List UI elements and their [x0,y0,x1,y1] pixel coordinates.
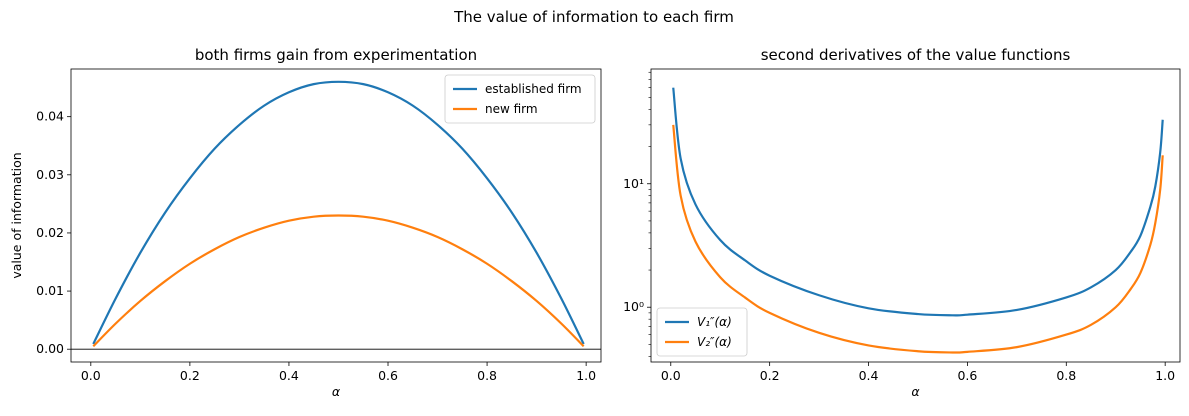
right-chart-ytick-label: 10⁰ [623,299,644,314]
right-chart-title: second derivatives of the value function… [761,46,1071,64]
right-chart-xtick-label: 0.4 [859,368,879,383]
left-chart-xtick-label: 1.0 [576,368,596,383]
left-chart-xtick-label: 0.0 [81,368,101,383]
left-chart-legend-label-2: new firm [485,102,538,116]
left-chart-ytick-label: 0.04 [36,109,64,124]
right-chart-series-line-1 [672,87,1164,317]
left-chart-axes-frame [70,68,602,363]
left-chart-legend-label-1: established firm [485,82,582,96]
left-chart-title: both firms gain from experimentation [195,46,477,64]
right-chart-xtick-label: 0.8 [1056,368,1076,383]
right-chart-axes-frame [650,68,1181,363]
right-chart-xtick-label: 0.6 [957,368,977,383]
right-chart-second-derivatives: second derivatives of the value function… [623,46,1181,399]
left-chart-ytick-label: 0.02 [36,225,64,240]
left-chart-ytick-label: 0.00 [36,341,64,356]
left-chart-xtick-label: 0.2 [180,368,200,383]
right-chart-legend: V₁″(α) V₂″(α) [656,307,748,357]
left-chart-legend-box [444,74,596,124]
right-chart-series-line-2 [672,124,1164,354]
left-chart-xtick-label: 0.6 [378,368,398,383]
left-chart-xtick-label: 0.4 [279,368,299,383]
figure-suptitle: The value of information to each firm [453,8,734,26]
right-chart-legend-label-1: V₁″(α) [697,315,732,329]
right-chart-xlabel: α [911,384,920,399]
right-chart-xtick-label: 0.0 [661,368,681,383]
right-chart-legend-box [656,307,748,357]
left-chart-legend: established firm new firm [444,74,596,124]
right-chart-ytick-label: 10¹ [623,176,644,191]
left-chart-series-line-2 [92,214,585,348]
left-chart-ytick-label: 0.03 [36,167,64,182]
left-chart-ylabel: value of information [9,152,24,278]
left-chart-series-line-1 [92,80,585,345]
left-chart-xlabel: α [332,384,341,399]
left-chart-ytick-label: 0.01 [36,283,64,298]
left-chart-xtick-label: 0.8 [477,368,497,383]
right-chart-xtick-label: 0.2 [760,368,780,383]
right-chart-legend-label-2: V₂″(α) [697,335,732,349]
right-chart-xtick-label: 1.0 [1155,368,1175,383]
